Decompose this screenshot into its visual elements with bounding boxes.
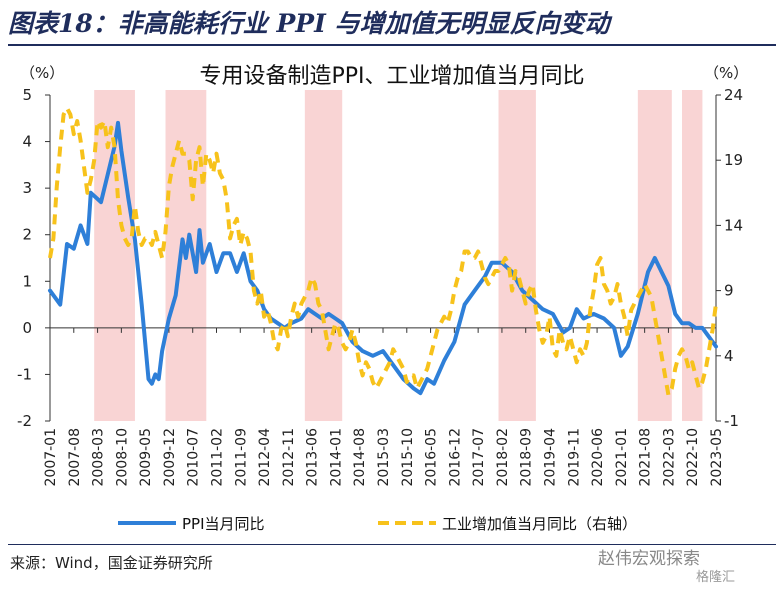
left-tick-label: 2 (22, 226, 32, 244)
shaded-period (637, 90, 672, 421)
left-tick-label: -2 (17, 412, 32, 430)
right-tick-label: 4 (724, 347, 734, 365)
shaded-period (304, 90, 343, 421)
series-lines (48, 106, 718, 397)
x-tick-label: 2021-08 (638, 428, 654, 487)
legend-ppi-label: PPI当月同比 (182, 515, 265, 533)
x-tick-label: 2016-05 (424, 428, 440, 487)
left-tick-label: 1 (22, 272, 32, 290)
left-tick-label: 5 (22, 86, 32, 104)
left-tick-label: 4 (22, 133, 32, 151)
right-tick-label: 24 (724, 86, 743, 104)
right-tick-label: -1 (724, 412, 739, 430)
x-tick-label: 2022-10 (685, 428, 701, 487)
x-tick-label: 2007-01 (43, 428, 59, 487)
industrial-value-added-series-line (48, 106, 718, 397)
x-tick-label: 2021-01 (614, 428, 630, 487)
left-tick-label: 0 (22, 319, 32, 337)
x-tick-label: 2016-12 (447, 428, 463, 487)
x-tick-label: 2011-09 (233, 428, 249, 487)
x-tick-label: 2008-03 (91, 428, 107, 487)
right-tick-label: 14 (724, 216, 743, 234)
right-axis-unit: （%） (704, 64, 748, 82)
axes: -2 -1 0 1 2 3 4 5 -1 4 9 14 19 24 2007-01 2007-08 2008-0… (17, 86, 743, 487)
legend-iva-label: 工业增加值当月同比（右轴） (442, 515, 637, 533)
x-tick-label: 2014-01 (328, 428, 344, 487)
x-tick-label: 2014-08 (352, 428, 368, 487)
x-tick-label: 2019-11 (566, 428, 582, 487)
x-tick-label: 2022-03 (661, 428, 677, 487)
x-tick-label: 2015-03 (376, 428, 392, 487)
x-tick-label: 2012-11 (281, 428, 297, 487)
left-tick-label: -1 (17, 365, 32, 383)
watermark-secondary: 格隆汇 (696, 570, 736, 585)
x-tick-label: 2007-08 (67, 428, 83, 487)
title-rule (8, 44, 776, 46)
shaded-period (682, 90, 703, 421)
x-tick-label: 2013-06 (305, 428, 321, 487)
shaded-period (498, 90, 536, 421)
chart-title: 专用设备制造PPI、工业增加值当月同比 (199, 64, 584, 89)
x-tick-label: 2009-12 (162, 428, 178, 487)
x-tick-label: 2018-02 (495, 428, 511, 487)
x-tick-label: 2012-04 (257, 428, 273, 487)
x-tick-label: 2023-05 (709, 428, 725, 487)
right-tick-label: 19 (724, 151, 743, 169)
x-tick-label: 2020-06 (590, 428, 606, 487)
source-note: 来源：Wind，国金证券研究所 (10, 554, 213, 572)
x-tick-label: 2019-04 (543, 428, 559, 487)
left-axis-unit: （%） (20, 64, 64, 82)
figure-title: 图表18：非高能耗行业 PPI 与增加值无明显反向变动 (8, 9, 610, 38)
x-tick-label: 2010-07 (186, 428, 202, 487)
x-tick-label: 2008-10 (114, 428, 130, 487)
legend: PPI当月同比 工业增加值当月同比（右轴） (118, 515, 637, 533)
x-tick-label: 2017-07 (471, 428, 487, 487)
ppi-series-line (48, 120, 718, 396)
x-tick-label: 2015-10 (400, 428, 416, 487)
right-tick-label: 9 (724, 282, 734, 300)
left-tick-label: 3 (22, 179, 32, 197)
x-tick-label: 2018-09 (519, 428, 535, 487)
x-tick-label: 2009-05 (138, 428, 154, 487)
shaded-periods (94, 90, 703, 421)
x-tick-label: 2011-02 (210, 428, 226, 487)
watermark: 赵伟宏观探索 (598, 549, 700, 569)
bottom-rule (8, 544, 776, 545)
